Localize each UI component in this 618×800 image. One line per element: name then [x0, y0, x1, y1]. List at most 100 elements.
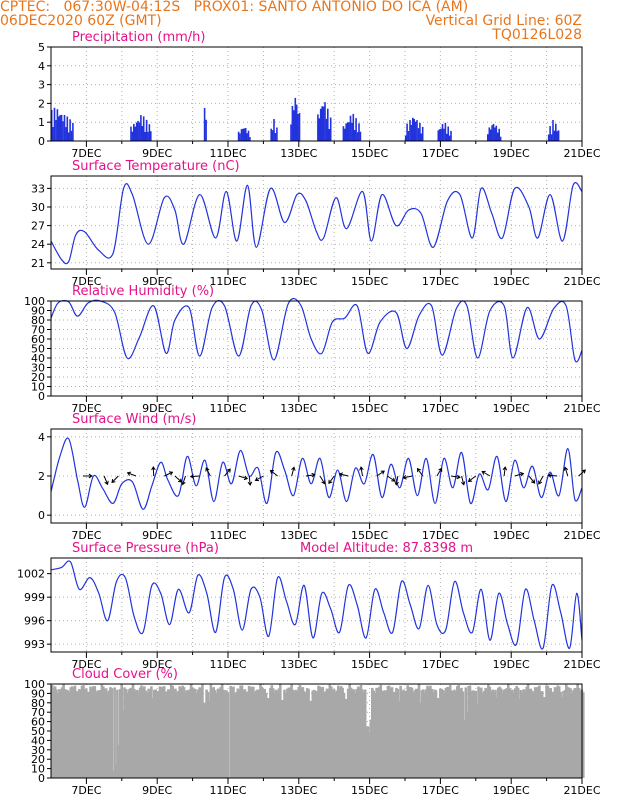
cloud-bar [335, 690, 339, 778]
cloud-bar [286, 688, 289, 778]
x-tick-label: 21DEC [563, 658, 600, 671]
cloud-bar [192, 688, 196, 778]
cloud-bar [473, 690, 476, 778]
cloud-bar [253, 692, 257, 778]
precip-bar [498, 128, 500, 141]
wind-arrow [514, 472, 525, 477]
cloud-bar [458, 688, 462, 778]
cloud-bar [358, 687, 361, 778]
cloud-bar [202, 702, 206, 778]
cloud-bar [181, 685, 184, 778]
cloud-bar [502, 689, 506, 778]
precip-bar [348, 122, 350, 141]
cloud-bar [222, 689, 225, 778]
cloud-bar [365, 726, 368, 778]
cloud-bar [456, 686, 459, 778]
cloud-bar [269, 687, 272, 778]
cloud-bar [140, 685, 143, 778]
cloud-bar [298, 685, 302, 778]
y-tick-label: 10 [31, 763, 45, 776]
cloud-bar [233, 693, 237, 778]
cloud-bar [264, 692, 268, 778]
cloud-bar [109, 687, 112, 778]
panel-frame [50, 428, 583, 524]
cloud-bar [417, 684, 421, 778]
cloud-bar [318, 686, 322, 778]
wind-arrow [563, 466, 569, 477]
y-tick-label: 90 [31, 687, 45, 700]
cloud-bar [522, 689, 526, 778]
y-tick-label: 996 [24, 615, 45, 628]
precip-bar [298, 112, 301, 141]
cloud-bar [225, 690, 228, 778]
cloud-bar [189, 684, 193, 778]
wind-arrow [528, 475, 536, 484]
precip-bar [496, 132, 499, 141]
x-tick-label: 17DEC [422, 275, 459, 288]
cloud-bar [484, 687, 487, 778]
cloud-bar [121, 710, 125, 778]
cloud-bar [332, 689, 336, 778]
cloud-bar [427, 687, 431, 778]
x-tick-label: 9DEC [142, 402, 172, 415]
cloud-bar [533, 687, 537, 778]
cloud-bar [362, 692, 366, 778]
cloud-bar [535, 687, 538, 778]
cloud-bar [120, 684, 123, 778]
cloud-bar [235, 692, 238, 778]
wind-arrow [502, 466, 508, 477]
cloud-bar [339, 686, 343, 778]
x-tick-label: 13DEC [280, 402, 317, 415]
cloud-bar [76, 692, 80, 778]
cloud-bar [433, 689, 436, 778]
cloud-bar [69, 687, 72, 778]
cloud-bar [103, 688, 106, 778]
cloud-bar [148, 689, 152, 778]
cloud-bar [126, 693, 129, 778]
cloud-bar [79, 690, 82, 778]
precip-bar [358, 123, 360, 141]
cloud-bar [471, 690, 475, 778]
cloud-bar [52, 687, 55, 778]
x-tick-label: 15DEC [351, 658, 388, 671]
cloud-bar [151, 698, 155, 778]
y-tick-label: 993 [24, 638, 45, 651]
cloud-bar [385, 691, 388, 778]
cloud-bar [153, 689, 156, 778]
precip-bar [249, 137, 251, 141]
y-tick-label: 0 [38, 772, 45, 785]
cloud-bar [399, 685, 402, 778]
x-tick-label: 7DEC [71, 275, 101, 288]
x-tick-label: 13DEC [280, 147, 317, 160]
wind-arrow [247, 475, 253, 486]
x-tick-label: 19DEC [493, 784, 530, 797]
cloud-bar [563, 690, 567, 778]
cloud-bar [437, 698, 441, 778]
x-tick-label: 13DEC [280, 275, 317, 288]
cloud-bar [497, 687, 500, 778]
cloud-bar [412, 693, 415, 778]
cloud-bar [431, 692, 435, 778]
cloud-bar [342, 692, 346, 778]
cloud-bar [208, 700, 211, 778]
cloud-bar [167, 689, 170, 778]
cloud-bar [346, 688, 350, 778]
cloud-bar [242, 690, 245, 778]
cloud-bar [117, 745, 121, 778]
cloud-bar [369, 719, 373, 778]
cloud-bar [104, 688, 108, 778]
cloud-bar [223, 690, 227, 778]
cloud-bar [543, 697, 547, 778]
cloud-bar [556, 685, 560, 778]
x-tick-label: 13DEC [280, 784, 317, 797]
cloud-bar [250, 686, 254, 778]
cloud-bar [290, 684, 293, 778]
precip-bar [416, 120, 418, 141]
cloud-bar [263, 688, 266, 778]
y-tick-label: 33 [31, 182, 45, 195]
cloud-bar [279, 684, 282, 778]
cloud-bar [110, 688, 114, 778]
precip-bar [488, 127, 491, 141]
y-tick-label: 27 [31, 220, 45, 233]
